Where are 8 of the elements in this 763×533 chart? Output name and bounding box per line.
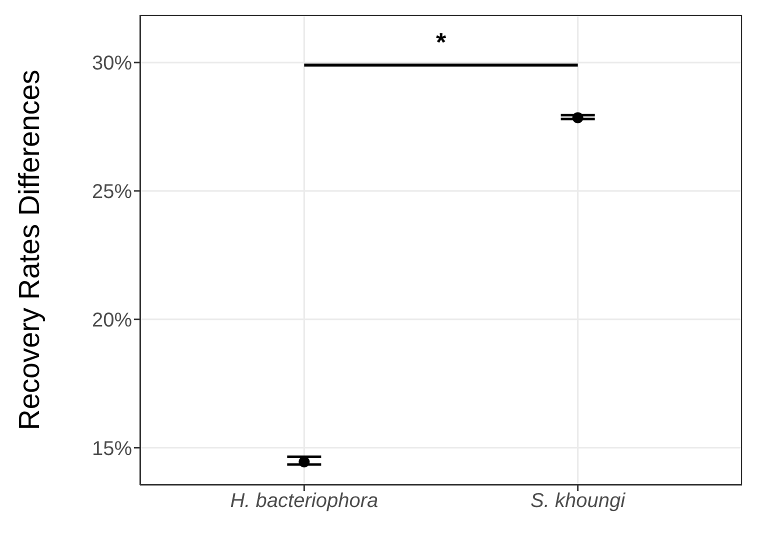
y-tick-label: 15% xyxy=(92,438,132,460)
y-tick-label: 25% xyxy=(92,181,132,204)
x-tick-label: H. bacteriophora xyxy=(230,490,378,512)
y-tick-label: 30% xyxy=(92,52,132,75)
annotation: * xyxy=(436,27,447,58)
y-tick-label: 20% xyxy=(92,309,132,332)
y-axis-title: Recovery Rates Differences xyxy=(14,70,46,430)
x-tick-label: S. khoungi xyxy=(530,490,626,512)
